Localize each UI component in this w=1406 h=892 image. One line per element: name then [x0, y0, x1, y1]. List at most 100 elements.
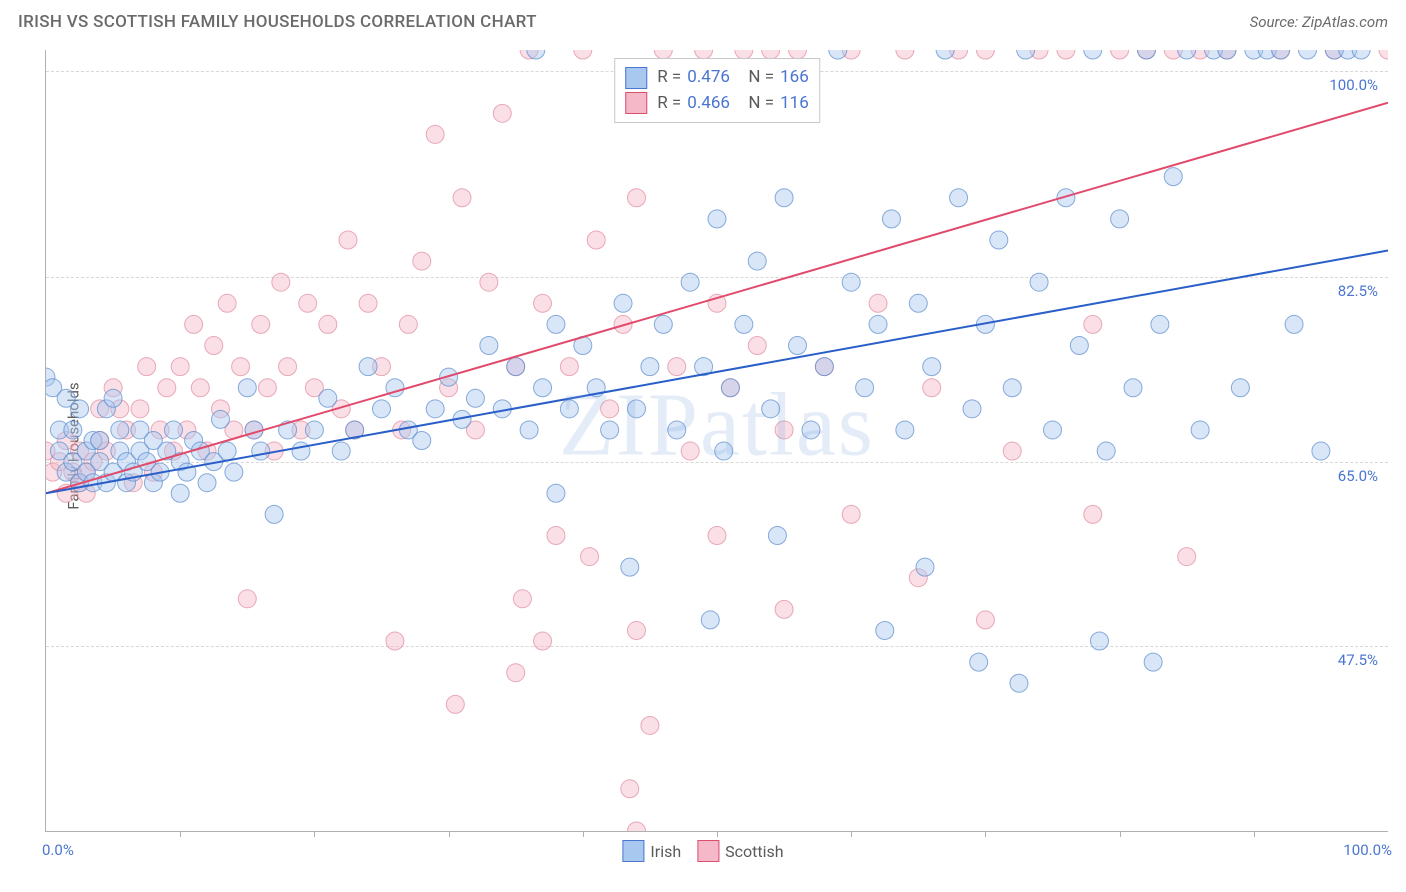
data-point-irish	[815, 358, 833, 376]
data-point-irish	[668, 421, 686, 439]
data-point-scottish	[627, 189, 645, 207]
trend-line-scottish	[46, 103, 1388, 494]
data-point-scottish	[1379, 50, 1388, 59]
scatter-svg	[46, 50, 1388, 831]
data-point-scottish	[1057, 50, 1075, 59]
x-tick	[985, 831, 986, 837]
data-point-irish	[1285, 315, 1303, 333]
stat-n-value-irish: 166	[780, 65, 809, 91]
stat-r-value-irish: 0.476	[687, 65, 730, 91]
data-point-irish	[1191, 421, 1209, 439]
data-point-irish	[507, 358, 525, 376]
data-point-irish	[842, 273, 860, 291]
data-point-scottish	[480, 273, 498, 291]
data-point-scottish	[923, 379, 941, 397]
data-point-irish	[198, 474, 216, 492]
data-point-irish	[534, 379, 552, 397]
data-point-irish	[560, 400, 578, 418]
chart-plot-area: ZIPatlas R = 0.476 N = 166 R = 0.466 N =…	[45, 50, 1388, 832]
data-point-irish	[225, 463, 243, 481]
data-point-irish	[775, 189, 793, 207]
data-point-scottish	[976, 611, 994, 629]
data-point-scottish	[272, 273, 290, 291]
data-point-irish	[1231, 379, 1249, 397]
data-point-irish	[1272, 50, 1290, 59]
data-point-irish	[621, 558, 639, 576]
data-point-irish	[876, 621, 894, 639]
stat-r-label: R =	[657, 65, 681, 91]
data-point-irish	[1218, 50, 1236, 59]
data-point-irish	[721, 379, 739, 397]
x-tick	[1254, 831, 1255, 837]
data-point-irish	[829, 50, 847, 59]
data-point-irish	[171, 484, 189, 502]
legend-swatch-scottish	[697, 840, 719, 862]
data-point-scottish	[627, 621, 645, 639]
legend-swatch-irish	[622, 840, 644, 862]
data-point-irish	[627, 400, 645, 418]
data-point-scottish	[1084, 505, 1102, 523]
data-point-irish	[1097, 442, 1115, 460]
data-point-irish	[869, 315, 887, 333]
data-point-irish	[1044, 421, 1062, 439]
data-point-irish	[373, 400, 391, 418]
data-point-scottish	[601, 400, 619, 418]
data-point-irish	[104, 389, 122, 407]
data-point-scottish	[869, 294, 887, 312]
data-point-scottish	[339, 231, 357, 249]
data-point-irish	[1178, 50, 1196, 59]
x-axis-min-label: 0.0%	[42, 841, 74, 859]
stat-n-label: N =	[740, 91, 774, 117]
data-point-scottish	[641, 716, 659, 734]
data-point-irish	[950, 189, 968, 207]
data-point-irish	[211, 410, 229, 428]
data-point-scottish	[587, 231, 605, 249]
data-point-scottish	[627, 822, 645, 831]
data-point-irish	[701, 611, 719, 629]
data-point-scottish	[279, 358, 297, 376]
legend-item-irish: Irish	[622, 840, 681, 862]
data-point-irish	[1090, 632, 1108, 650]
x-tick	[1120, 831, 1121, 837]
data-point-irish	[896, 421, 914, 439]
data-point-irish	[1164, 168, 1182, 186]
data-point-irish	[252, 442, 270, 460]
data-point-scottish	[299, 294, 317, 312]
data-point-scottish	[896, 50, 914, 59]
data-point-irish	[681, 273, 699, 291]
data-point-irish	[882, 210, 900, 228]
data-point-irish	[426, 400, 444, 418]
data-point-irish	[748, 252, 766, 270]
stat-r-label: R =	[657, 91, 681, 117]
data-point-irish	[359, 358, 377, 376]
data-point-irish	[614, 294, 632, 312]
data-point-scottish	[621, 780, 639, 798]
data-point-irish	[547, 484, 565, 502]
data-point-scottish	[185, 315, 203, 333]
stats-swatch-irish	[625, 67, 647, 89]
data-point-irish	[909, 294, 927, 312]
stats-swatch-scottish	[625, 92, 647, 114]
chart-title: IRISH VS SCOTTISH FAMILY HOUSEHOLDS CORR…	[18, 12, 537, 32]
data-point-scottish	[399, 315, 417, 333]
data-point-scottish	[513, 590, 531, 608]
x-tick	[851, 831, 852, 837]
data-point-irish	[332, 442, 350, 460]
data-point-scottish	[560, 358, 578, 376]
data-point-irish	[856, 379, 874, 397]
legend-item-scottish: Scottish	[697, 840, 783, 862]
data-point-scottish	[534, 294, 552, 312]
data-point-irish	[1070, 337, 1088, 355]
data-point-scottish	[386, 632, 404, 650]
data-point-scottish	[218, 294, 236, 312]
x-tick	[717, 831, 718, 837]
data-point-scottish	[191, 379, 209, 397]
x-tick	[583, 831, 584, 837]
data-point-irish	[1352, 50, 1370, 59]
data-point-irish	[1298, 50, 1316, 59]
data-point-scottish	[534, 632, 552, 650]
data-point-irish	[111, 421, 129, 439]
data-point-irish	[520, 421, 538, 439]
data-point-irish	[238, 379, 256, 397]
data-point-scottish	[842, 505, 860, 523]
